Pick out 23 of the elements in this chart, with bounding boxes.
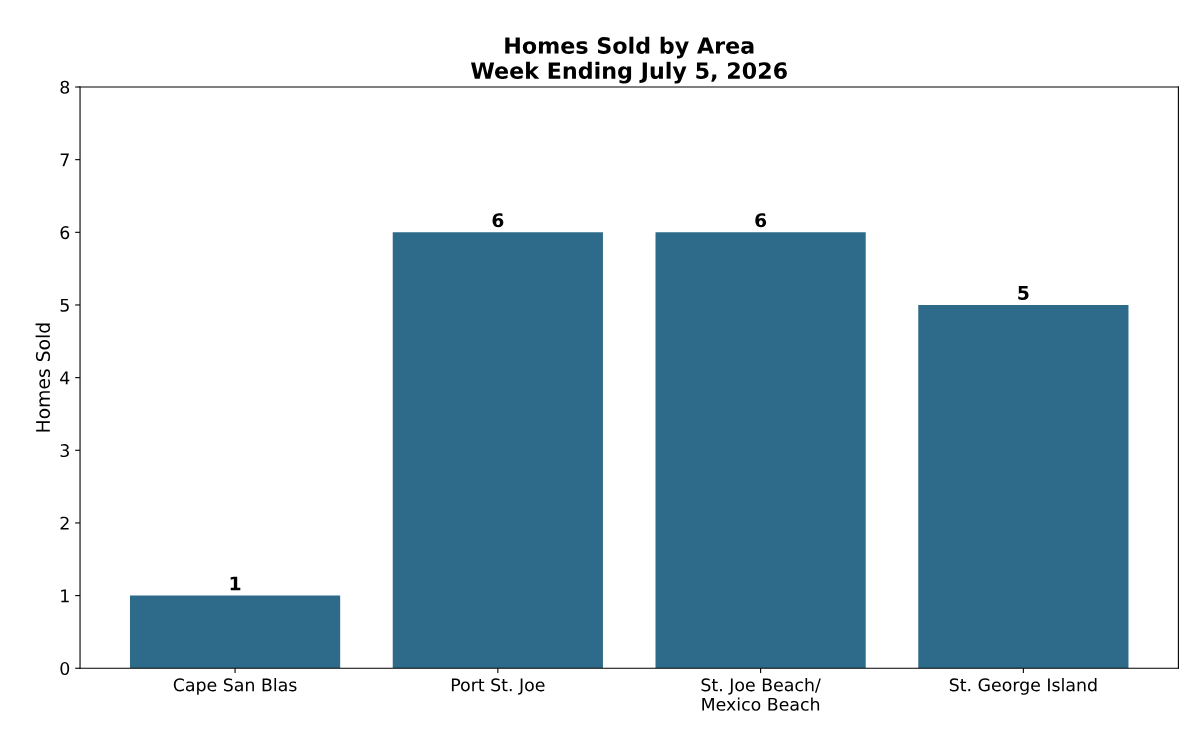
x-tick-label: Port St. Joe	[451, 678, 545, 695]
data-label: 6	[492, 213, 504, 228]
bar	[655, 232, 866, 669]
bar	[129, 595, 341, 669]
data-label: 6	[755, 213, 767, 228]
y-tick-label: 2	[60, 516, 69, 530]
x-tick-label: Cape San Blas	[173, 677, 297, 695]
bar	[392, 232, 603, 669]
y-tick-label: 7	[60, 153, 69, 167]
data-label: 1	[230, 576, 241, 591]
data-label: 5	[1018, 286, 1029, 300]
y-tick-label: 5	[60, 298, 69, 312]
chart-title: Homes Sold by Area Week Ending July 5, 2026	[471, 36, 787, 84]
x-tick-label: St. George Island	[949, 677, 1097, 695]
y-tick-label: 1	[61, 589, 69, 603]
y-axis-title: Homes Sold	[35, 323, 51, 432]
x-tick-label: St. Joe Beach/ Mexico Beach	[701, 677, 821, 711]
bar	[918, 304, 1129, 669]
y-tick-label: 4	[60, 371, 70, 385]
y-tick-label: 6	[60, 226, 70, 240]
y-tick-label: 3	[60, 443, 69, 458]
y-tick-label: 0	[60, 661, 70, 676]
y-tick-label: 8	[60, 80, 70, 94]
